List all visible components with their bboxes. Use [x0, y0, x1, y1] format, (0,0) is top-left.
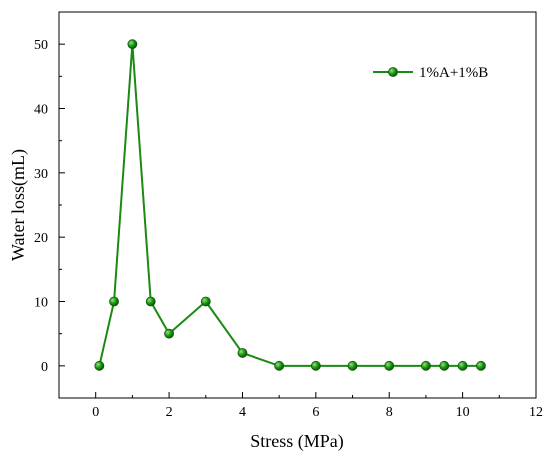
- series-line: [98, 43, 481, 367]
- x-tick-label: 10: [456, 405, 470, 420]
- y-tick-label: 30: [34, 167, 48, 182]
- data-point: [127, 39, 138, 50]
- legend-marker: [388, 67, 398, 77]
- x-tick-label: 4: [239, 405, 246, 420]
- y-axis-title: Water loss(mL): [8, 149, 29, 261]
- legend: 1%A+1%B: [373, 65, 488, 81]
- data-point: [200, 296, 211, 307]
- y-tick-label: 40: [34, 103, 48, 118]
- data-point: [384, 360, 395, 371]
- x-axis-title: Stress (MPa): [250, 431, 344, 452]
- data-point: [439, 360, 450, 371]
- data-point: [145, 296, 156, 307]
- y-tick-label: 10: [34, 296, 48, 311]
- y-tick-label: 0: [41, 360, 48, 375]
- data-point: [109, 296, 119, 307]
- data-point: [347, 360, 358, 371]
- x-tick-label: 6: [312, 405, 319, 420]
- data-point: [164, 328, 174, 339]
- y-tick-label: 50: [34, 38, 48, 53]
- x-tick-label: 0: [92, 405, 99, 420]
- x-tick-label: 12: [529, 405, 543, 420]
- y-tick-label: 20: [34, 231, 48, 246]
- x-axis: 0 2 4 6 8 10 12: [58, 392, 543, 420]
- y-axis: 0 10 20 30 40 50: [34, 11, 65, 399]
- data-point: [476, 360, 486, 371]
- data-point: [237, 348, 248, 358]
- data-point: [310, 360, 321, 371]
- data-point: [274, 360, 285, 371]
- series-layer: [94, 39, 486, 371]
- legend-label: 1%A+1%B: [419, 65, 488, 81]
- data-point: [421, 360, 431, 371]
- x-tick-label: 8: [386, 405, 393, 420]
- data-point: [94, 360, 105, 371]
- x-tick-label: 2: [166, 405, 173, 420]
- data-point: [457, 360, 468, 371]
